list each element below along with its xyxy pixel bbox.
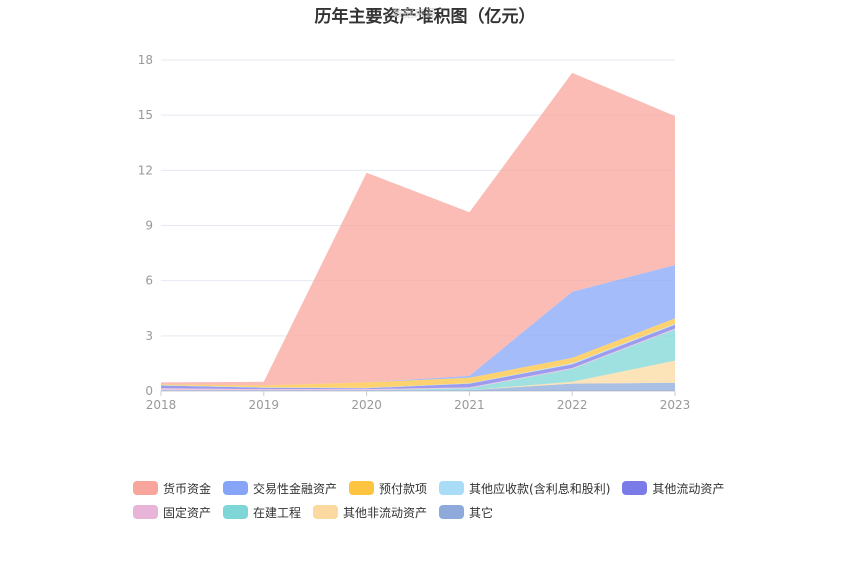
legend-swatch: [223, 505, 249, 519]
legend-label: 在建工程: [253, 505, 302, 520]
x-tick-label: 2022: [557, 398, 588, 412]
axes: 2018 2019 2020 2021 2022 2023: [146, 391, 691, 412]
legend-label: 其他应收款(含利息和股利): [469, 481, 611, 496]
legend-item[interactable]: 交易性金融资产: [223, 480, 337, 497]
legend-swatch: [133, 505, 158, 519]
legend-label: 预付款项: [379, 481, 428, 496]
stacked-areas: [161, 72, 675, 391]
legend-label: 其它: [469, 505, 494, 520]
y-tick-label: 18: [138, 53, 153, 67]
legend-label: 交易性金融资产: [253, 481, 338, 496]
legend-item[interactable]: 固定资产: [133, 504, 211, 521]
y-tick-label: 9: [145, 219, 153, 233]
legend-item[interactable]: 其它: [439, 504, 493, 521]
y-tick-label: 0: [145, 384, 153, 398]
legend-swatch: [349, 481, 375, 495]
legend: 货币资金 交易性金融资产 预付款项 其他应收款(含利息和股利) 其他流动资产 固定资产 在…: [133, 476, 753, 524]
legend-item[interactable]: 预付款项: [349, 480, 427, 497]
legend-item[interactable]: 货币资金: [133, 480, 211, 497]
legend-item[interactable]: 在建工程: [223, 504, 301, 521]
area-series[interactable]: [161, 265, 675, 386]
y-tick-label: 12: [138, 163, 153, 177]
x-tick-label: 2020: [351, 398, 382, 412]
x-tick-label: 2018: [146, 398, 177, 412]
legend-row-1: 货币资金 交易性金融资产 预付款项 其他应收款(含利息和股利) 其他流动资产: [133, 476, 753, 500]
y-tick-label: 3: [145, 329, 153, 343]
legend-row-2: 固定资产 在建工程 其他非流动资产 其它: [133, 500, 753, 524]
x-tick-label: 2023: [660, 398, 691, 412]
legend-swatch: [622, 481, 648, 495]
legend-label: 其他非流动资产: [343, 505, 428, 520]
y-tick-label: 6: [145, 274, 153, 288]
legend-item[interactable]: 其他非流动资产: [313, 504, 427, 521]
x-tick-label: 2021: [454, 398, 485, 412]
area-series[interactable]: [161, 382, 675, 391]
legend-swatch: [439, 481, 465, 495]
legend-label: 其他流动资产: [652, 481, 725, 496]
legend-swatch: [223, 481, 249, 495]
area-series[interactable]: [161, 72, 675, 386]
legend-swatch: [439, 505, 465, 519]
legend-label: 固定资产: [163, 505, 212, 520]
legend-item[interactable]: 其他应收款(含利息和股利): [439, 480, 610, 497]
legend-swatch: [313, 505, 339, 519]
legend-swatch: [133, 481, 158, 495]
chart-title: 历年主要资产堆积图（亿元）: [314, 7, 536, 27]
y-tick-label: 15: [138, 108, 153, 122]
area-series[interactable]: [161, 329, 675, 391]
legend-label: 货币资金: [163, 481, 212, 496]
x-tick-label: 2019: [249, 398, 280, 412]
legend-item[interactable]: 其他流动资产: [622, 480, 724, 497]
watermark: 数据来源: [392, 7, 436, 20]
